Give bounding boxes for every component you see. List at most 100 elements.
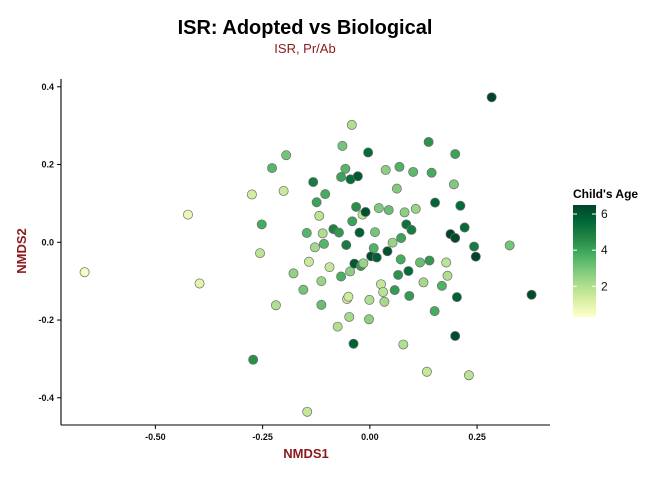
data-point [343, 291, 354, 302]
y-tick-label: 0.0 [41, 237, 54, 247]
data-point [311, 197, 322, 208]
data-point [463, 370, 474, 381]
legend-tick-label: 6 [601, 207, 608, 221]
data-point [470, 251, 481, 262]
data-point [368, 243, 379, 254]
data-point [317, 228, 328, 239]
legend-tick-label: 2 [601, 279, 608, 293]
legend-tick-label: 4 [601, 243, 608, 257]
data-point [426, 167, 437, 178]
data-point [324, 262, 335, 273]
x-tick-label: 0.25 [468, 432, 486, 442]
data-point [398, 339, 409, 350]
data-point [451, 292, 462, 303]
data-point [429, 306, 440, 317]
data-point [340, 163, 351, 174]
data-point [255, 248, 265, 259]
data-point [403, 266, 414, 276]
data-point [336, 172, 347, 182]
data-point [504, 240, 515, 251]
data-point [364, 294, 375, 305]
data-point [246, 189, 257, 200]
y-axis-ticks: -0.4 -0.2 0.0 0.2 0.4 [38, 82, 61, 403]
x-axis-title: NMDS1 [283, 446, 329, 461]
data-point [382, 246, 393, 257]
data-point [348, 338, 359, 349]
data-point [399, 207, 410, 218]
y-tick-label: 0.2 [41, 160, 54, 170]
data-point [430, 197, 440, 208]
data-point [486, 92, 497, 103]
data-point [281, 150, 292, 161]
data-point [423, 137, 434, 147]
data-point [387, 237, 398, 248]
data-point [320, 189, 331, 200]
data-point [332, 321, 343, 332]
data-point [334, 227, 344, 238]
data-point [393, 269, 404, 280]
data-point [424, 255, 435, 266]
y-tick-label: -0.4 [38, 393, 54, 403]
data-point [378, 287, 389, 297]
data-point [395, 254, 406, 265]
data-point [183, 209, 193, 220]
data-point [436, 280, 447, 291]
legend-ticks: 2 4 6 [573, 207, 608, 293]
data-point [314, 210, 325, 221]
data-point [352, 171, 363, 182]
data-point [469, 241, 480, 252]
data-point [79, 267, 90, 278]
data-point [450, 233, 461, 243]
data-point [380, 165, 391, 175]
data-point [391, 183, 402, 194]
data-point [410, 203, 421, 214]
data-point [267, 163, 277, 173]
data-point [459, 222, 470, 233]
data-point [370, 227, 380, 238]
data-point [421, 366, 432, 377]
data-point [351, 201, 362, 212]
data-point [448, 179, 459, 190]
data-point [347, 216, 358, 227]
y-tick-label: -0.2 [38, 315, 54, 325]
y-axis-title: NMDS2 [14, 228, 29, 274]
data-point [364, 314, 374, 325]
data-point [303, 256, 314, 267]
data-point [389, 285, 400, 296]
data-point [288, 268, 299, 279]
data-point [345, 266, 356, 277]
data-point [441, 257, 452, 268]
x-axis-ticks: -0.50 -0.25 0.00 0.25 [145, 425, 486, 442]
data-point [318, 238, 329, 249]
legend-colorbar [573, 205, 596, 317]
x-tick-label: -0.25 [252, 432, 273, 442]
data-point [360, 207, 371, 217]
data-point [344, 311, 355, 322]
chart-subtitle: ISR, Pr/Ab [274, 41, 335, 56]
data-point [309, 242, 320, 253]
data-point [383, 205, 394, 215]
color-legend: Child's Age 2 4 6 [573, 187, 638, 317]
data-point [256, 219, 267, 230]
data-point [298, 284, 309, 295]
data-point [404, 290, 415, 301]
data-point [301, 228, 312, 238]
chart-title: ISR: Adopted vs Biological [178, 17, 433, 39]
data-point [418, 277, 429, 288]
data-point [415, 257, 425, 268]
data-point [194, 278, 205, 289]
data-point [394, 161, 405, 172]
x-tick-label: 0.00 [361, 432, 379, 442]
data-point [373, 203, 384, 214]
data-point [408, 166, 419, 177]
data-point [358, 258, 369, 269]
y-tick-label: 0.4 [41, 82, 54, 92]
data-point [278, 186, 289, 196]
data-point [302, 406, 313, 417]
data-point [363, 147, 374, 158]
data-point [526, 289, 537, 300]
data-point [450, 331, 461, 341]
data-point [442, 270, 453, 281]
